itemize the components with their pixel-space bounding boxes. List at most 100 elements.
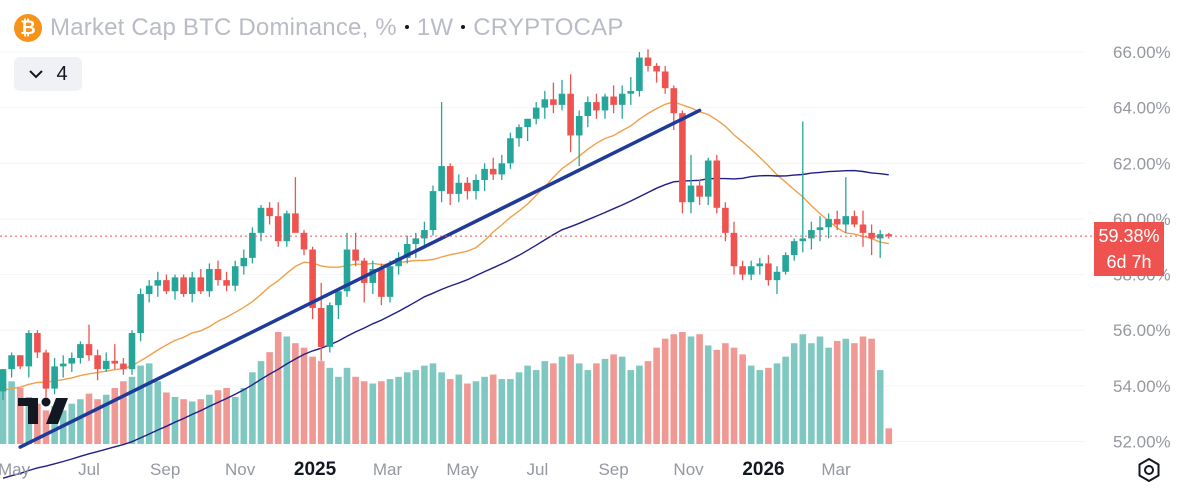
candle bbox=[188, 271, 196, 303]
volume-bar bbox=[249, 372, 256, 444]
candle bbox=[369, 260, 377, 295]
candle-body bbox=[59, 363, 67, 367]
candle bbox=[283, 210, 291, 247]
x-tick-label: 2025 bbox=[294, 459, 337, 480]
candle-body bbox=[498, 163, 506, 175]
candle-body bbox=[343, 249, 351, 292]
ma-20-line bbox=[2, 101, 889, 391]
candle bbox=[429, 185, 437, 236]
candle-body bbox=[0, 369, 7, 392]
chevron-down-icon bbox=[29, 70, 44, 79]
candle bbox=[687, 154, 695, 214]
candle bbox=[326, 302, 334, 353]
candle bbox=[214, 260, 222, 286]
candle-body bbox=[25, 332, 33, 367]
candle bbox=[790, 238, 798, 261]
candle-body bbox=[68, 358, 76, 364]
volume-bar bbox=[335, 376, 342, 444]
volume-bar bbox=[670, 334, 678, 444]
candle-body bbox=[739, 266, 746, 275]
volume-bar bbox=[369, 383, 377, 444]
candle-body bbox=[790, 241, 798, 256]
candle-body bbox=[240, 257, 248, 267]
volume-bar bbox=[713, 349, 721, 444]
candle bbox=[206, 263, 213, 297]
volume-bar bbox=[455, 374, 463, 444]
candle-body bbox=[782, 255, 789, 272]
candle-body bbox=[412, 238, 420, 244]
volume-bar bbox=[51, 405, 58, 444]
current-price-label: 59.38% bbox=[1094, 222, 1164, 251]
candle-body bbox=[137, 294, 144, 333]
candle bbox=[601, 93, 609, 119]
candle-body bbox=[403, 243, 411, 258]
volume-bar bbox=[446, 379, 454, 444]
tradingview-logo-icon[interactable] bbox=[18, 396, 70, 426]
volume-bar bbox=[816, 336, 824, 444]
volume-bar bbox=[730, 347, 738, 444]
candle-body bbox=[524, 118, 531, 128]
volume-bar bbox=[188, 401, 196, 444]
indicators-toggle-button[interactable]: 4 bbox=[14, 57, 82, 91]
candle-body bbox=[154, 280, 162, 286]
volume-bar bbox=[438, 372, 445, 444]
chart-header[interactable]: ₿ Market Cap BTC Dominance, % 1W CRYPTOCAP bbox=[10, 10, 632, 46]
candle-body bbox=[94, 355, 101, 370]
volume-bar bbox=[386, 379, 394, 444]
candle bbox=[722, 202, 729, 242]
candle-body bbox=[180, 277, 187, 295]
chart-settings-icon[interactable] bbox=[1136, 457, 1162, 483]
moving-averages bbox=[2, 101, 889, 479]
volume-bar bbox=[274, 332, 282, 444]
candle bbox=[421, 221, 428, 247]
y-tick-label: 56.00% bbox=[1113, 321, 1171, 340]
candle bbox=[661, 65, 669, 94]
candle-body bbox=[808, 230, 815, 239]
candle bbox=[575, 110, 583, 167]
volume-bar bbox=[421, 365, 428, 444]
candle-body bbox=[610, 96, 617, 105]
candle bbox=[524, 118, 531, 142]
grid-lines bbox=[0, 51, 1085, 442]
candle bbox=[489, 157, 497, 180]
trend-line[interactable] bbox=[18, 108, 702, 449]
candle bbox=[403, 235, 411, 264]
volume-bar bbox=[567, 354, 574, 444]
candle-body bbox=[713, 160, 721, 208]
candle bbox=[85, 324, 93, 361]
volume-bar bbox=[283, 336, 291, 444]
candle-body bbox=[550, 99, 557, 105]
candle bbox=[386, 260, 394, 303]
candle-body bbox=[249, 232, 256, 258]
exchange-label: CRYPTOCAP bbox=[473, 14, 624, 41]
volume-bar bbox=[111, 388, 119, 444]
candle-body bbox=[326, 305, 334, 347]
candle bbox=[34, 330, 41, 359]
volume-bar bbox=[799, 334, 807, 444]
candle bbox=[636, 52, 643, 97]
volume-bar bbox=[627, 370, 635, 444]
candle bbox=[309, 246, 316, 320]
candle bbox=[266, 202, 273, 225]
candle-body bbox=[42, 352, 50, 389]
x-tick-label: Jul bbox=[78, 460, 100, 479]
volume-bar bbox=[180, 399, 187, 444]
candle-body bbox=[369, 269, 377, 283]
candle bbox=[111, 344, 119, 370]
volume-bar bbox=[68, 403, 76, 444]
volume-bar bbox=[154, 381, 162, 444]
candle-body bbox=[85, 344, 93, 356]
volume-bar bbox=[825, 347, 832, 444]
candle bbox=[197, 269, 205, 295]
interval-label: 1W bbox=[416, 14, 454, 41]
candle bbox=[765, 255, 772, 286]
candle bbox=[593, 93, 600, 119]
candle bbox=[627, 77, 635, 105]
candle-body bbox=[627, 90, 635, 94]
candle-body bbox=[145, 285, 153, 295]
candle-body bbox=[360, 260, 368, 283]
candle bbox=[360, 257, 368, 303]
candle-body bbox=[421, 230, 428, 239]
candle bbox=[644, 49, 652, 72]
